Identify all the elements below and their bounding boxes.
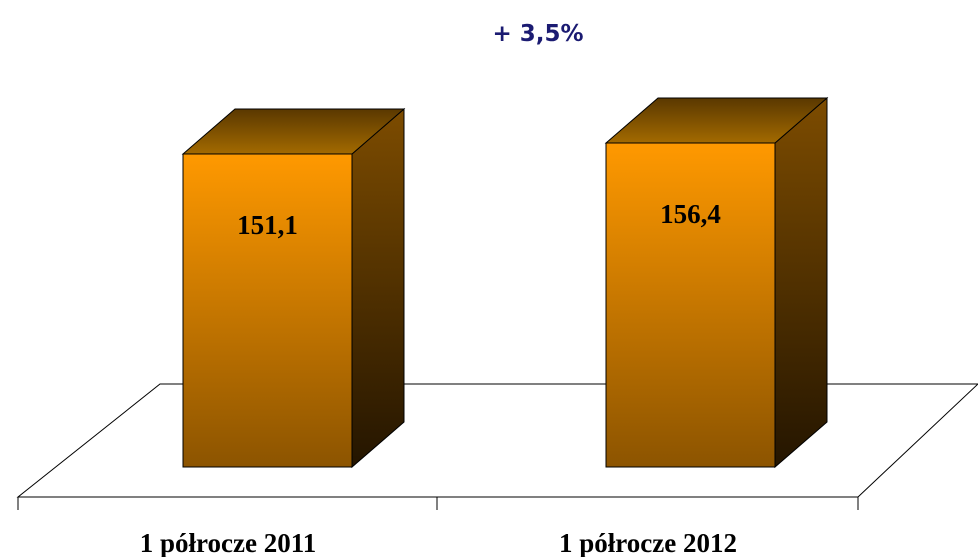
bar: [605, 142, 776, 468]
data-label: 156,4: [660, 199, 721, 229]
floor: [16, 383, 978, 498]
bar-side: [351, 107, 405, 469]
bar-side: [774, 96, 828, 469]
x-tick-label: 1 półrocze 2011: [140, 528, 316, 557]
x-tick-label: 1 półrocze 2012: [559, 528, 737, 557]
annotation: + 3,5%: [492, 21, 583, 47]
bar: [182, 153, 353, 468]
data-label: 151,1: [237, 210, 298, 240]
